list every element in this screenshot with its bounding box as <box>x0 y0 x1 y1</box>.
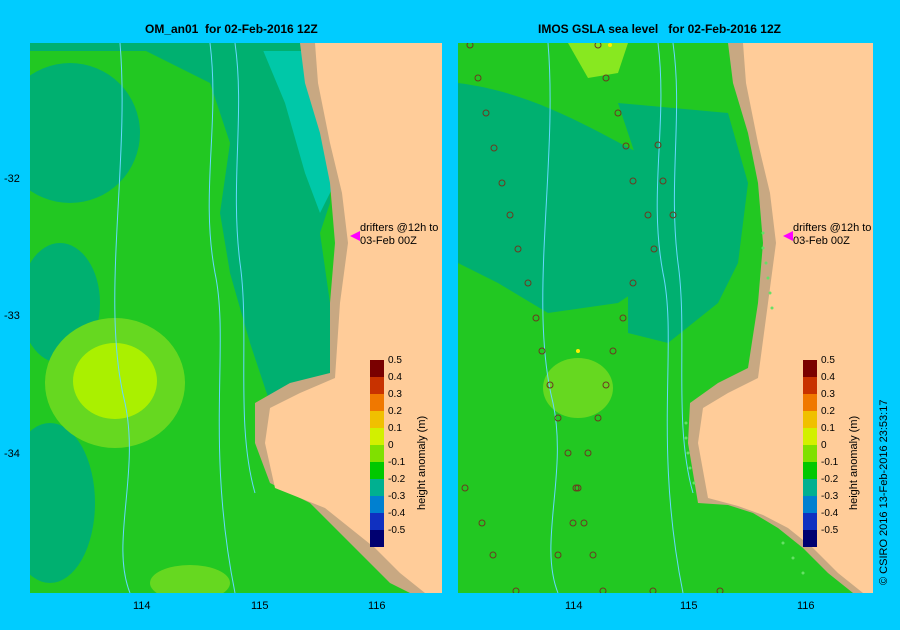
colorbar-swatch <box>803 462 817 479</box>
colorbar-label: -0.2 <box>821 474 839 485</box>
colorbar-swatch <box>803 377 817 394</box>
colorbar-swatch <box>370 360 384 377</box>
map-panel-right <box>458 43 873 593</box>
colorbar-label: 0.3 <box>821 389 835 400</box>
y-tick-label: -33 <box>4 310 20 322</box>
colorbar-label: -0.3 <box>388 491 406 502</box>
x-tick-label: 114 <box>133 600 151 612</box>
drifter-line2: 03-Feb 00Z <box>360 235 417 247</box>
x-tick-label: 115 <box>680 600 698 612</box>
colorbar-left: 0.5 0.4 0.3 0.2 0.1 0 -0.1 -0.2 -0.3 -0.4 -0.5 <box>370 355 412 550</box>
colorbar-swatch <box>370 394 384 411</box>
colorbar-label: 0.2 <box>388 406 402 417</box>
colorbar-label: -0.5 <box>388 525 406 536</box>
colorbar-swatch <box>803 530 817 547</box>
colorbar-label: 0.1 <box>821 423 835 434</box>
y-tick-label: -32 <box>4 173 20 185</box>
colorbar-label: -0.2 <box>388 474 406 485</box>
colorbar-swatch <box>370 411 384 428</box>
y-tick-label: -34 <box>4 448 20 460</box>
colorbar-swatch <box>803 496 817 513</box>
colorbar-swatch <box>370 445 384 462</box>
colorbar-label: -0.5 <box>821 525 839 536</box>
colorbar-label: 0.2 <box>821 406 835 417</box>
colorbar-swatch <box>370 513 384 530</box>
drifter-line2: 03-Feb 00Z <box>793 235 850 247</box>
map-panel-left <box>30 43 442 593</box>
colorbar-label: 0 <box>821 440 827 451</box>
colorbar-title: height anomaly (m) <box>848 415 860 510</box>
drifter-line1: drifters @12h to <box>360 222 439 234</box>
colorbar-swatch <box>370 530 384 547</box>
drifter-annotation-right: drifters @12h to 03-Feb 00Z <box>793 222 871 248</box>
colorbar-label: 0.4 <box>821 372 835 383</box>
colorbar-label: 0.1 <box>388 423 402 434</box>
drifter-line1: drifters @12h to <box>793 222 872 234</box>
colorbar-swatch <box>370 479 384 496</box>
colorbar-label: 0.5 <box>821 355 835 366</box>
colorbar-right: 0.5 0.4 0.3 0.2 0.1 0 -0.1 -0.2 -0.3 -0.4 -0.5 <box>803 355 845 550</box>
colorbar-swatch <box>370 377 384 394</box>
copyright-footer: © CSIRO 2016 13-Feb-2016 23:53:17 <box>878 399 890 585</box>
colorbar-swatch <box>803 394 817 411</box>
colorbar-label: 0.5 <box>388 355 402 366</box>
colorbar-swatch <box>370 428 384 445</box>
colorbar-label: -0.1 <box>388 457 406 468</box>
drifter-arrow-icon <box>783 231 793 241</box>
colorbar-label: 0.3 <box>388 389 402 400</box>
colorbar-label: 0.4 <box>388 372 402 383</box>
x-tick-label: 116 <box>368 600 386 612</box>
panel-title-left: OM_an01 for 02-Feb-2016 12Z <box>145 22 318 36</box>
colorbar-label: -0.4 <box>821 508 839 519</box>
colorbar-label: -0.1 <box>821 457 839 468</box>
colorbar-title: height anomaly (m) <box>416 415 428 510</box>
colorbar-swatch <box>803 428 817 445</box>
x-tick-label: 116 <box>797 600 815 612</box>
colorbar-swatch <box>803 411 817 428</box>
x-tick-label: 114 <box>565 600 583 612</box>
colorbar-swatch <box>370 462 384 479</box>
colorbar-swatch <box>803 479 817 496</box>
drifter-arrow-icon <box>350 231 360 241</box>
colorbar-swatch <box>803 445 817 462</box>
drifter-annotation-left: drifters @12h to 03-Feb 00Z <box>360 222 438 248</box>
colorbar-swatch <box>803 513 817 530</box>
colorbar-label: -0.3 <box>821 491 839 502</box>
panel-title-right: IMOS GSLA sea level for 02-Feb-2016 12Z <box>538 22 781 36</box>
colorbar-label: 0 <box>388 440 394 451</box>
colorbar-label: -0.4 <box>388 508 406 519</box>
x-tick-label: 115 <box>251 600 269 612</box>
colorbar-swatch <box>803 360 817 377</box>
colorbar-swatch <box>370 496 384 513</box>
